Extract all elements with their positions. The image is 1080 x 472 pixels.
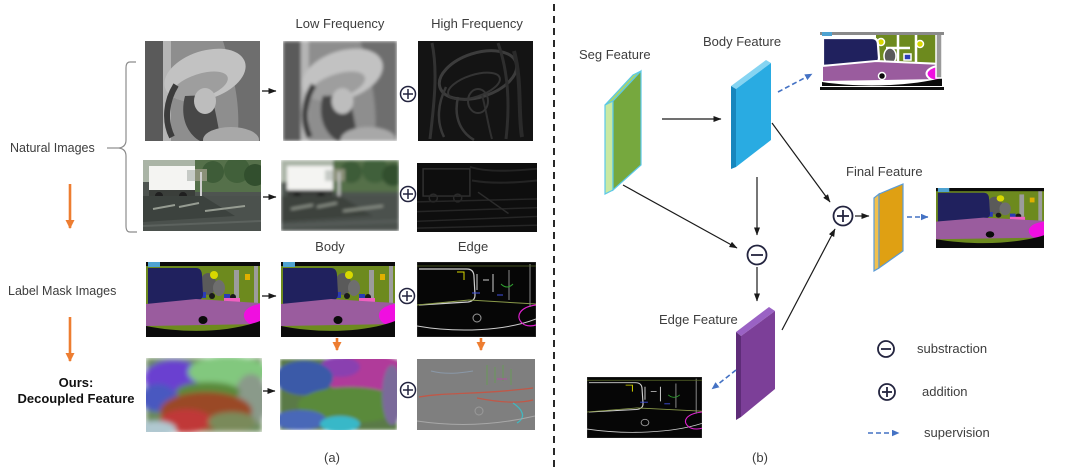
plus-operator-row3 [398, 287, 416, 305]
legend-addition-label: addition [922, 384, 968, 399]
final-feature-slab [873, 183, 904, 273]
seg-feature-label: Seg Feature [579, 47, 651, 62]
body-prediction-image [820, 32, 944, 90]
edge-feature-slab [736, 307, 775, 420]
legend-minus-icon [877, 340, 895, 358]
high-frequency-header: High Frequency [431, 16, 523, 31]
supervision-arrows [711, 73, 929, 437]
minus-operator [746, 244, 768, 266]
ours-name: Decoupled Feature [17, 391, 135, 406]
plus-operator-row4 [399, 381, 417, 399]
final-prediction-image [936, 188, 1044, 248]
lena-high-frequency-image [418, 41, 533, 141]
plus-operator [832, 205, 854, 227]
body-feature-slab [731, 60, 771, 169]
arrow-body-feature-to-plus [771, 122, 831, 203]
lena-low-frequency-image [283, 41, 397, 141]
supervision-edge-feature [711, 369, 737, 390]
edge-feature-map-image [417, 359, 535, 430]
street-low-frequency-image [281, 160, 399, 231]
lena-image [145, 41, 260, 141]
body-feature-label: Body Feature [703, 34, 782, 49]
caption-b: (b) [752, 450, 768, 465]
legend-plus-icon [878, 383, 896, 401]
plus-operator-row1 [399, 85, 417, 103]
panel-a-plus-operators [398, 85, 417, 399]
arrow-edge-feature-to-plus [781, 228, 836, 331]
natural-images-label: Natural Images [10, 141, 95, 155]
edge-header: Edge [457, 239, 489, 254]
body-mask-image [281, 262, 395, 337]
legend-subtraction-label: substraction [917, 341, 988, 356]
supervision-body-feature [777, 73, 813, 93]
street-image [143, 160, 261, 231]
edge-mask-image [417, 262, 536, 337]
label-mask-image [146, 262, 260, 337]
natural-images-bracket [107, 61, 137, 233]
seg-feature-slab [604, 69, 642, 195]
label-mask-images-label: Label Mask Images [8, 284, 117, 298]
ours-prefix: Ours: [58, 375, 94, 390]
body-feature-map-image [280, 359, 397, 430]
ours-decoupled-feature-label: Ours: Decoupled Feature [2, 375, 150, 407]
arrow-seg-to-minus [622, 184, 738, 249]
panel-b-operators [746, 205, 854, 266]
low-frequency-header: Low Frequency [295, 16, 385, 31]
edge-feature-label: Edge Feature [659, 312, 738, 327]
body-header: Body [315, 239, 345, 254]
street-high-frequency-image [417, 163, 537, 232]
panel-b-flow-arrows [622, 116, 870, 331]
panel-a-flow-arrows [262, 88, 277, 394]
decoupled-feature-image [146, 358, 262, 432]
caption-a: (a) [324, 450, 340, 465]
legend-supervision-label: supervision [924, 425, 990, 440]
plus-operator-row2 [399, 185, 417, 203]
final-feature-label: Final Feature [846, 164, 923, 179]
legend-operators [877, 340, 896, 401]
edge-prediction-image [587, 377, 702, 438]
